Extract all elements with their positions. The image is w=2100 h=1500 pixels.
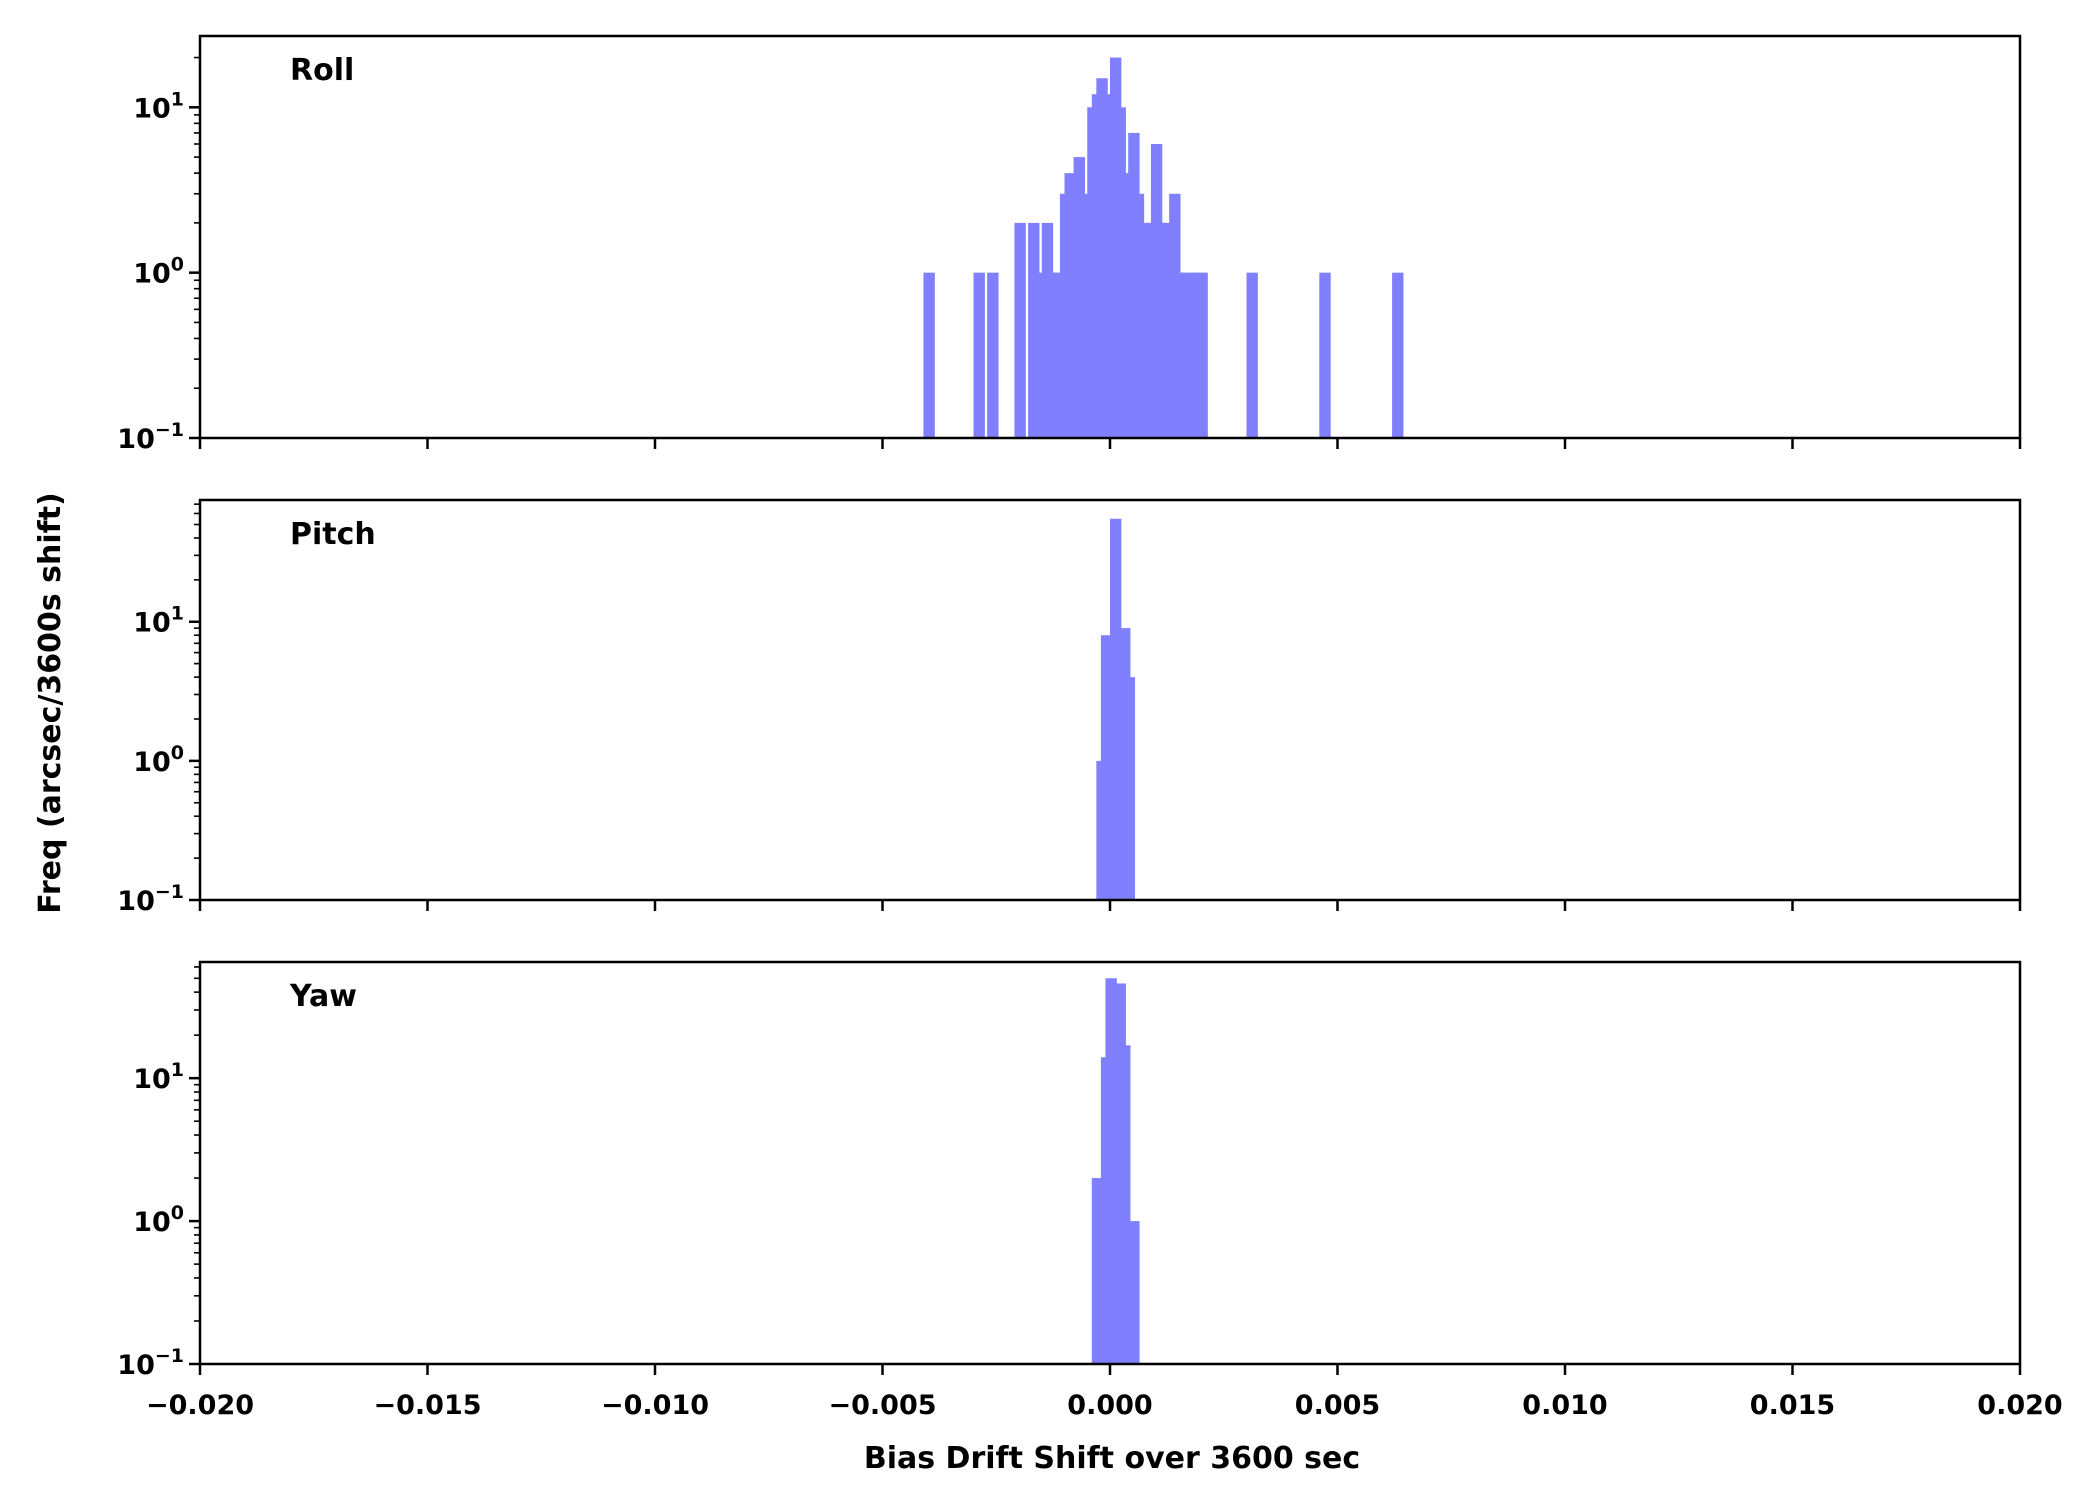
roll-bar-2	[987, 272, 999, 438]
roll-bar-3	[1014, 222, 1026, 438]
x-tick-label: 0.015	[1750, 1390, 1835, 1421]
yaw-bar-4	[1119, 1045, 1131, 1364]
roll-bar-34	[1319, 272, 1331, 438]
roll-bar-8	[1050, 272, 1063, 438]
yaw-bar-0	[1091, 1178, 1104, 1364]
pitch-bar-1	[1100, 635, 1113, 900]
roll-bar-10	[1064, 173, 1076, 438]
roll-y-tick-label: 100	[133, 254, 184, 290]
x-tick-label: −0.010	[601, 1390, 709, 1421]
roll-panel-label: Roll	[290, 53, 354, 88]
pitch-y-tick-label: 100	[133, 742, 184, 778]
roll-bar-32	[1196, 272, 1208, 438]
pitch-bar-2	[1110, 518, 1122, 900]
yaw-bar-2	[1105, 978, 1117, 1364]
yaw-y-tick-label: 100	[133, 1202, 184, 1238]
x-tick-label: −0.015	[373, 1390, 481, 1421]
roll-bar-4	[1028, 222, 1040, 438]
yaw-y-tick-label: 101	[133, 1059, 184, 1095]
x-tick-label: −0.020	[146, 1390, 254, 1421]
x-axis-title: Bias Drift Shift over 3600 sec	[864, 1441, 1360, 1476]
x-tick-label: 0.000	[1067, 1390, 1152, 1421]
panel-yaw: 10−1 100 101 Yaw	[117, 960, 2022, 1381]
roll-bar-33	[1246, 272, 1258, 438]
yaw-y-tick-label: 10−1	[117, 1345, 184, 1381]
y-axis-title: Freq (arcsec/3600s shift)	[33, 492, 68, 914]
pitch-panel-label: Pitch	[290, 517, 376, 552]
pitch-y-tick-label: 10−1	[117, 881, 184, 917]
x-tick-label: 0.010	[1522, 1390, 1607, 1421]
roll-bar-12	[1078, 193, 1090, 438]
roll-bar-1	[973, 272, 985, 438]
roll-bar-26	[1160, 222, 1172, 438]
roll-bar-35	[1392, 272, 1404, 438]
panels-group: 10−1 100 101 Roll 10−1 100 101 Pitch 10−1 100 101 Y…	[117, 34, 2022, 1381]
panel-roll: 10−1 100 101 Roll	[117, 34, 2022, 455]
roll-y-tick-label: 10−1	[117, 419, 184, 455]
panel-pitch: 10−1 100 101 Pitch	[117, 498, 2022, 917]
pitch-y-tick-label: 101	[133, 603, 184, 639]
yaw-bar-5	[1128, 1221, 1140, 1364]
roll-y-tick-label: 101	[133, 88, 184, 124]
x-axis-ticks: −0.020 −0.015 −0.010 −0.005 0.000 0.005 0.010 0…	[146, 1390, 2063, 1421]
x-tick-label: 0.005	[1295, 1390, 1380, 1421]
x-tick-label: −0.005	[828, 1390, 936, 1421]
roll-bar-0	[923, 272, 935, 438]
pitch-bar-4	[1123, 677, 1136, 900]
yaw-panel-label: Yaw	[289, 979, 357, 1014]
x-tick-label: 0.020	[1977, 1390, 2062, 1421]
roll-bar-18	[1114, 107, 1126, 438]
roll-bar-15	[1096, 78, 1108, 439]
roll-bar-21	[1132, 193, 1145, 438]
roll-bar-29	[1178, 272, 1190, 438]
